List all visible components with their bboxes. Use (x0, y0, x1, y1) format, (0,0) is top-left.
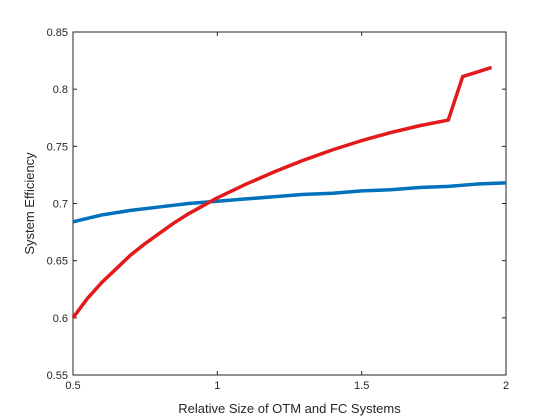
y-tick-label: 0.85 (47, 27, 68, 39)
y-axis-label: System Efficiency (22, 152, 37, 255)
x-axis-label: Relative Size of OTM and FC Systems (178, 401, 401, 416)
y-tick-label: 0.7 (53, 199, 68, 211)
x-tick-label: 2 (503, 380, 509, 392)
y-tick-label: 0.75 (47, 141, 68, 153)
y-tick-label: 0.8 (53, 84, 68, 96)
y-tick-label: 0.6 (53, 313, 68, 325)
x-tick-label: 0.5 (65, 380, 80, 392)
x-tick-label: 1.5 (354, 380, 369, 392)
x-tick-label: 1 (214, 380, 220, 392)
y-tick-label: 0.65 (47, 256, 68, 268)
plot-area (73, 32, 506, 375)
